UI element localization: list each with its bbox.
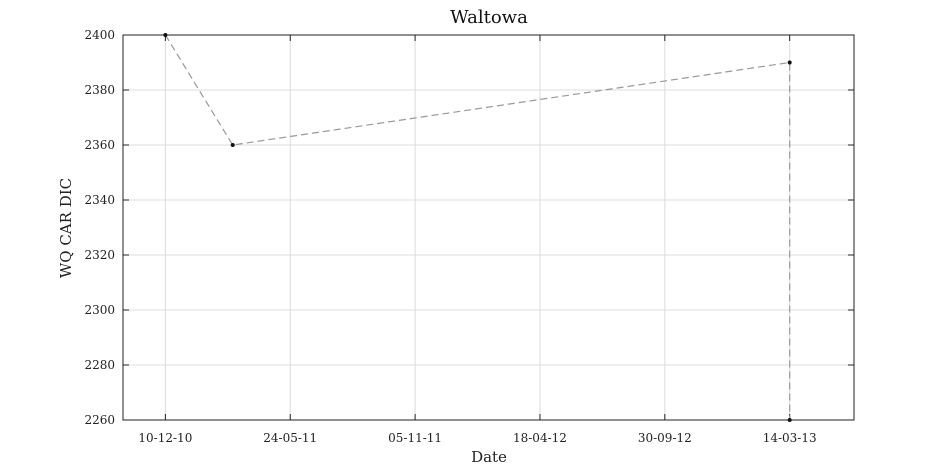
chart-title: Waltowa: [450, 7, 528, 28]
y-axis-title: WQ CAR DIC: [57, 178, 75, 278]
y-tick-label: 2360: [84, 138, 115, 152]
x-axis-title: Date: [471, 448, 507, 466]
x-tick-label: 24-05-11: [263, 431, 317, 445]
axis-ticks: 10-12-10 24-05-11 05-11-11 18-04-12 30-09-12…: [84, 28, 854, 445]
x-tick-label: 14-03-13: [763, 431, 817, 445]
y-tick-label: 2260: [84, 413, 115, 427]
data-point: [787, 418, 792, 422]
plot-frame: [122, 34, 855, 421]
series-group: [163, 33, 792, 422]
x-tick-label: 18-04-12: [513, 431, 567, 445]
grid: [123, 34, 854, 421]
y-tick-label: 2280: [84, 358, 115, 372]
x-tick-label: 05-11-11: [388, 431, 442, 445]
y-tick-label: 2340: [84, 193, 115, 207]
series-line: [164, 34, 791, 420]
y-tick-label: 2300: [84, 303, 115, 317]
data-point: [787, 60, 792, 65]
x-tick-label: 10-12-10: [138, 431, 192, 445]
y-tick-label: 2320: [84, 248, 115, 262]
y-tick-label: 2380: [84, 83, 115, 97]
data-point: [163, 33, 168, 37]
y-tick-label: 2400: [84, 28, 115, 42]
data-point: [230, 143, 235, 147]
x-tick-label: 30-09-12: [638, 431, 692, 445]
